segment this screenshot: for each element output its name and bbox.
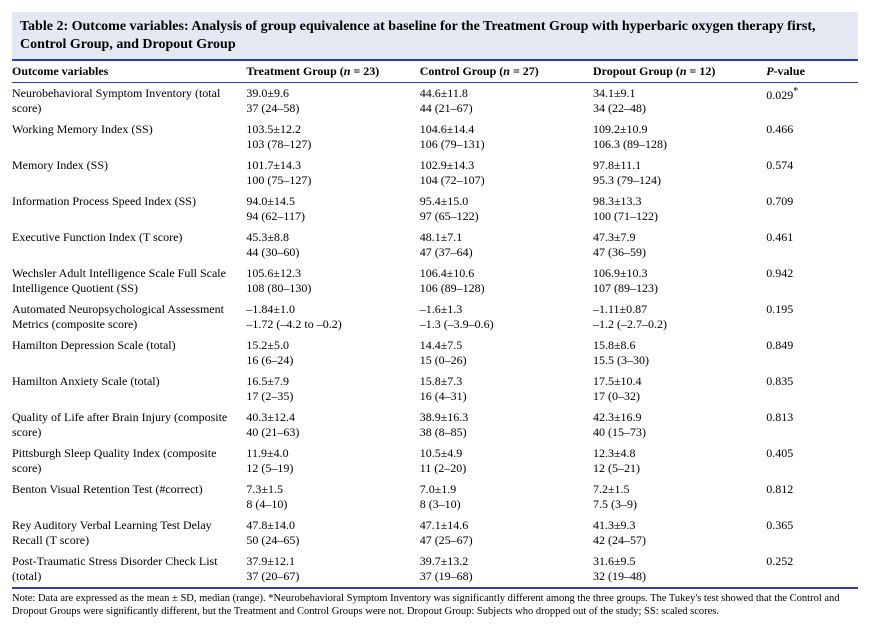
cell-dropout: 98.3±13.3100 (71–122) [593, 191, 766, 227]
cell-dropout: 47.3±7.947 (36–59) [593, 227, 766, 263]
table-row: Information Process Speed Index (SS)94.0… [12, 191, 858, 227]
cell-variable: Pittsburgh Sleep Quality Index (composit… [12, 443, 246, 479]
cell-dropout: 109.2±10.9106.3 (89–128) [593, 119, 766, 155]
cell-treatment: –1.84±1.0–1.72 (–4.2 to –0.2) [246, 299, 419, 335]
col-header-pvalue: P-value [766, 61, 858, 82]
cell-control: 15.8±7.316 (4–31) [420, 371, 593, 407]
cell-treatment: 11.9±4.012 (5–19) [246, 443, 419, 479]
cell-variable: Memory Index (SS) [12, 155, 246, 191]
col-header-variables: Outcome variables [12, 61, 246, 82]
table-row: Rey Auditory Verbal Learning Test Delay … [12, 515, 858, 551]
col-header-control: Control Group (n = 27) [420, 61, 593, 82]
cell-treatment: 40.3±12.440 (21–63) [246, 407, 419, 443]
cell-variable: Neurobehavioral Symptom Inventory (total… [12, 83, 246, 119]
cell-pvalue: 0.835 [766, 371, 858, 407]
cell-pvalue: 0.461 [766, 227, 858, 263]
cell-control: 44.6±11.844 (21–67) [420, 83, 593, 119]
cell-dropout: 41.3±9.342 (24–57) [593, 515, 766, 551]
cell-dropout: 31.6±9.532 (19–48) [593, 551, 766, 587]
table-row: Benton Visual Retention Test (#correct)7… [12, 479, 858, 515]
cell-variable: Information Process Speed Index (SS) [12, 191, 246, 227]
cell-variable: Benton Visual Retention Test (#correct) [12, 479, 246, 515]
cell-variable: Hamilton Anxiety Scale (total) [12, 371, 246, 407]
cell-control: 14.4±7.515 (0–26) [420, 335, 593, 371]
table-row: Executive Function Index (T score)45.3±8… [12, 227, 858, 263]
col-header-treatment: Treatment Group (n = 23) [246, 61, 419, 82]
cell-pvalue: 0.812 [766, 479, 858, 515]
table-row: Automated Neuropsychological Assessment … [12, 299, 858, 335]
cell-treatment: 101.7±14.3100 (75–127) [246, 155, 419, 191]
cell-control: 106.4±10.6106 (89–128) [420, 263, 593, 299]
cell-pvalue: 0.029* [766, 83, 858, 119]
cell-treatment: 47.8±14.050 (24–65) [246, 515, 419, 551]
table-title: Table 2: Outcome variables: Analysis of … [12, 12, 858, 59]
cell-dropout: 42.3±16.940 (15–73) [593, 407, 766, 443]
cell-pvalue: 0.405 [766, 443, 858, 479]
cell-control: 7.0±1.98 (3–10) [420, 479, 593, 515]
cell-variable: Rey Auditory Verbal Learning Test Delay … [12, 515, 246, 551]
cell-variable: Quality of Life after Brain Injury (comp… [12, 407, 246, 443]
table-footnote: Note: Data are expressed as the mean ± S… [12, 589, 858, 618]
cell-control: 95.4±15.097 (65–122) [420, 191, 593, 227]
cell-pvalue: 0.252 [766, 551, 858, 587]
table-row: Wechsler Adult Intelligence Scale Full S… [12, 263, 858, 299]
cell-variable: Automated Neuropsychological Assessment … [12, 299, 246, 335]
cell-treatment: 39.0±9.637 (24–58) [246, 83, 419, 119]
cell-control: 47.1±14.647 (25–67) [420, 515, 593, 551]
cell-treatment: 15.2±5.016 (6–24) [246, 335, 419, 371]
cell-pvalue: 0.849 [766, 335, 858, 371]
cell-treatment: 7.3±1.58 (4–10) [246, 479, 419, 515]
table-row: Working Memory Index (SS)103.5±12.2103 (… [12, 119, 858, 155]
cell-pvalue: 0.365 [766, 515, 858, 551]
cell-dropout: 106.9±10.3107 (89–123) [593, 263, 766, 299]
cell-dropout: 34.1±9.134 (22–48) [593, 83, 766, 119]
cell-variable: Hamilton Depression Scale (total) [12, 335, 246, 371]
cell-pvalue: 0.574 [766, 155, 858, 191]
cell-treatment: 103.5±12.2103 (78–127) [246, 119, 419, 155]
outcome-table: Outcome variables Treatment Group (n = 2… [12, 61, 858, 82]
cell-variable: Post-Traumatic Stress Disorder Check Lis… [12, 551, 246, 587]
table-row: Hamilton Anxiety Scale (total)16.5±7.917… [12, 371, 858, 407]
table-row: Hamilton Depression Scale (total)15.2±5.… [12, 335, 858, 371]
table-row: Quality of Life after Brain Injury (comp… [12, 407, 858, 443]
col-header-dropout: Dropout Group (n = 12) [593, 61, 766, 82]
cell-control: 48.1±7.147 (37–64) [420, 227, 593, 263]
cell-treatment: 16.5±7.917 (2–35) [246, 371, 419, 407]
cell-dropout: 7.2±1.57.5 (3–9) [593, 479, 766, 515]
table-row: Post-Traumatic Stress Disorder Check Lis… [12, 551, 858, 587]
cell-pvalue: 0.709 [766, 191, 858, 227]
cell-pvalue: 0.466 [766, 119, 858, 155]
cell-dropout: 12.3±4.812 (5–21) [593, 443, 766, 479]
cell-control: 102.9±14.3104 (72–107) [420, 155, 593, 191]
outcome-table-body: Neurobehavioral Symptom Inventory (total… [12, 83, 858, 587]
table-row: Pittsburgh Sleep Quality Index (composit… [12, 443, 858, 479]
table-row: Neurobehavioral Symptom Inventory (total… [12, 83, 858, 119]
cell-treatment: 94.0±14.594 (62–117) [246, 191, 419, 227]
significance-star: * [793, 86, 798, 97]
cell-variable: Working Memory Index (SS) [12, 119, 246, 155]
cell-pvalue: 0.942 [766, 263, 858, 299]
cell-treatment: 37.9±12.137 (20–67) [246, 551, 419, 587]
table-header-row: Outcome variables Treatment Group (n = 2… [12, 61, 858, 82]
cell-control: 38.9±16.338 (8–85) [420, 407, 593, 443]
cell-pvalue: 0.195 [766, 299, 858, 335]
cell-variable: Executive Function Index (T score) [12, 227, 246, 263]
cell-control: –1.6±1.3–1.3 (–3.9–0.6) [420, 299, 593, 335]
cell-control: 104.6±14.4106 (79–131) [420, 119, 593, 155]
cell-dropout: 97.8±11.195.3 (79–124) [593, 155, 766, 191]
cell-dropout: 15.8±8.615.5 (3–30) [593, 335, 766, 371]
cell-variable: Wechsler Adult Intelligence Scale Full S… [12, 263, 246, 299]
table-row: Memory Index (SS)101.7±14.3100 (75–127)1… [12, 155, 858, 191]
cell-control: 10.5±4.911 (2–20) [420, 443, 593, 479]
cell-pvalue: 0.813 [766, 407, 858, 443]
cell-dropout: –1.11±0.87–1.2 (–2.7–0.2) [593, 299, 766, 335]
cell-treatment: 105.6±12.3108 (80–130) [246, 263, 419, 299]
cell-control: 39.7±13.237 (19–68) [420, 551, 593, 587]
cell-treatment: 45.3±8.844 (30–60) [246, 227, 419, 263]
cell-dropout: 17.5±10.417 (0–32) [593, 371, 766, 407]
